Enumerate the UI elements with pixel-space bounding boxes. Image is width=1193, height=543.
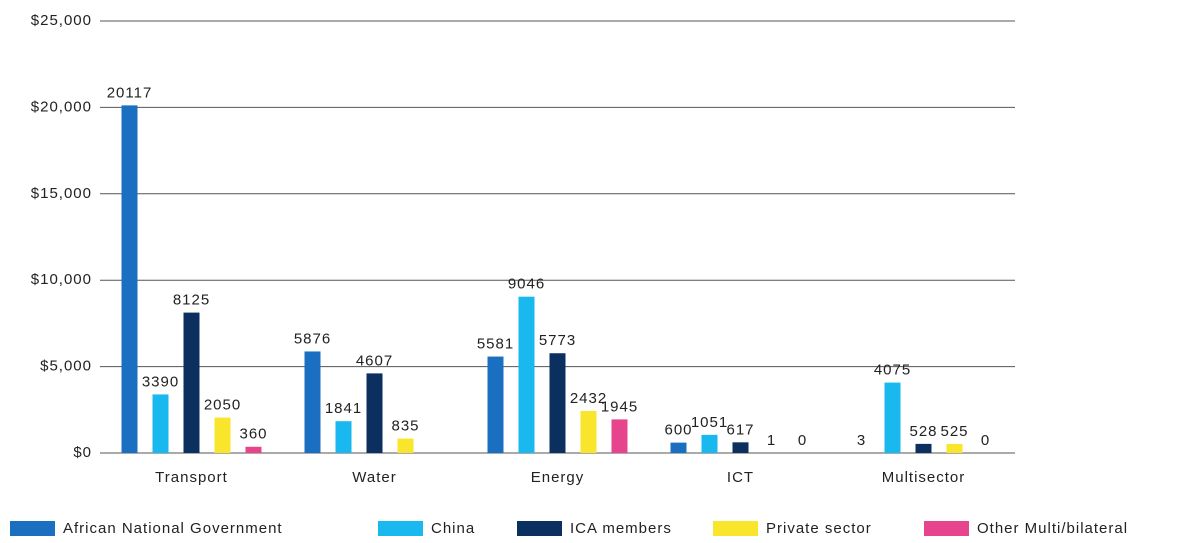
data-label: 1841 — [325, 400, 362, 417]
data-label: 0 — [981, 432, 990, 449]
bar — [214, 417, 231, 453]
bar — [335, 421, 352, 453]
data-label: 8125 — [173, 292, 210, 309]
y-tick-label: $0 — [73, 444, 92, 461]
x-tick-label: Transport — [155, 469, 228, 486]
y-tick-label: $15,000 — [31, 185, 92, 202]
data-label: 1 — [767, 432, 776, 449]
data-label: 5876 — [294, 330, 331, 347]
legend-label: China — [431, 520, 475, 537]
bar — [670, 442, 687, 453]
legend-label: Other Multi/bilateral — [977, 520, 1128, 537]
legend-swatch — [517, 521, 562, 536]
y-tick-label: $10,000 — [31, 271, 92, 288]
data-label: 1945 — [601, 398, 638, 415]
y-tick-label: $5,000 — [40, 358, 92, 375]
bar — [549, 353, 566, 453]
data-label: 3 — [857, 432, 866, 449]
bar — [245, 446, 262, 453]
bar — [121, 105, 138, 454]
x-tick-label: Water — [352, 469, 396, 486]
bar — [701, 434, 718, 453]
data-label: 1051 — [691, 414, 728, 431]
legend-swatch — [924, 521, 969, 536]
data-label: 600 — [664, 422, 692, 439]
data-label: 20117 — [107, 84, 153, 101]
data-label: 0 — [798, 432, 807, 449]
legend-swatch — [713, 521, 758, 536]
data-label: 4607 — [356, 352, 393, 369]
bar — [304, 351, 321, 453]
data-label: 4075 — [874, 362, 911, 379]
bar — [397, 438, 414, 453]
legend-swatch — [378, 521, 423, 536]
bar — [183, 312, 200, 453]
data-label: 835 — [391, 418, 419, 435]
legend-label: ICA members — [570, 520, 672, 537]
bar — [487, 356, 504, 453]
data-label: 360 — [239, 426, 267, 443]
data-label: 5581 — [477, 336, 514, 353]
legend-swatch — [10, 521, 55, 536]
y-tick-label: $25,000 — [31, 12, 92, 29]
bar — [366, 373, 383, 453]
data-label: 3390 — [142, 373, 179, 390]
data-label: 9046 — [508, 276, 545, 293]
y-tick-label: $20,000 — [31, 98, 92, 115]
x-tick-label: Multisector — [882, 469, 966, 486]
bar — [518, 296, 535, 453]
bar — [732, 442, 749, 453]
data-label: 2432 — [570, 390, 607, 407]
data-label: 2050 — [204, 397, 241, 414]
x-tick-label: ICT — [727, 469, 754, 486]
bar — [611, 419, 628, 453]
legend-label: Private sector — [766, 520, 872, 537]
bar — [152, 394, 169, 453]
data-label: 617 — [726, 421, 754, 438]
bar — [946, 443, 963, 453]
bar — [915, 443, 932, 453]
data-label: 525 — [940, 423, 968, 440]
x-tick-label: Energy — [531, 469, 585, 486]
data-label: 528 — [909, 423, 937, 440]
bar — [580, 410, 597, 453]
bar — [884, 382, 901, 453]
data-label: 5773 — [539, 332, 576, 349]
legend-label: African National Government — [63, 520, 283, 537]
